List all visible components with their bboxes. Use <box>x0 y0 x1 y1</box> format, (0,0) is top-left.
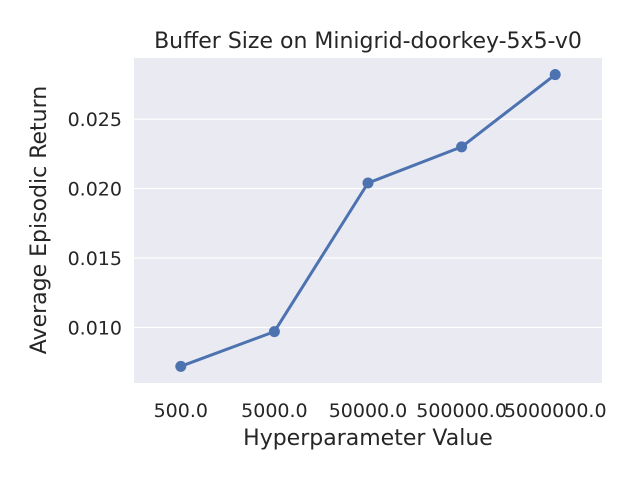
x-tick-label: 5000000.0 <box>504 400 607 422</box>
chart-title: Buffer Size on Minigrid-doorkey-5x5-v0 <box>154 29 582 54</box>
x-tick-label: 5000.0 <box>241 400 307 422</box>
plot-area <box>134 58 602 383</box>
data-point <box>456 141 468 153</box>
data-point <box>549 69 561 81</box>
y-tick-label: 0.025 <box>68 109 122 131</box>
data-point <box>362 177 374 189</box>
x-tick-label: 500000.0 <box>416 400 507 422</box>
x-tick-label: 500.0 <box>154 400 208 422</box>
data-point <box>268 326 280 338</box>
x-axis-label: Hyperparameter Value <box>243 426 493 451</box>
data-point <box>175 360 187 372</box>
y-tick-label: 0.015 <box>68 248 122 270</box>
y-tick-labels: 0.010 0.015 0.020 0.025 <box>68 109 122 339</box>
series-layer <box>175 69 561 372</box>
y-tick-label: 0.020 <box>68 179 122 201</box>
grid-lines <box>134 118 602 329</box>
y-tick-label: 0.010 <box>68 317 122 339</box>
x-tick-label: 50000.0 <box>329 400 408 422</box>
y-axis-label: Average Episodic Return <box>27 86 52 354</box>
